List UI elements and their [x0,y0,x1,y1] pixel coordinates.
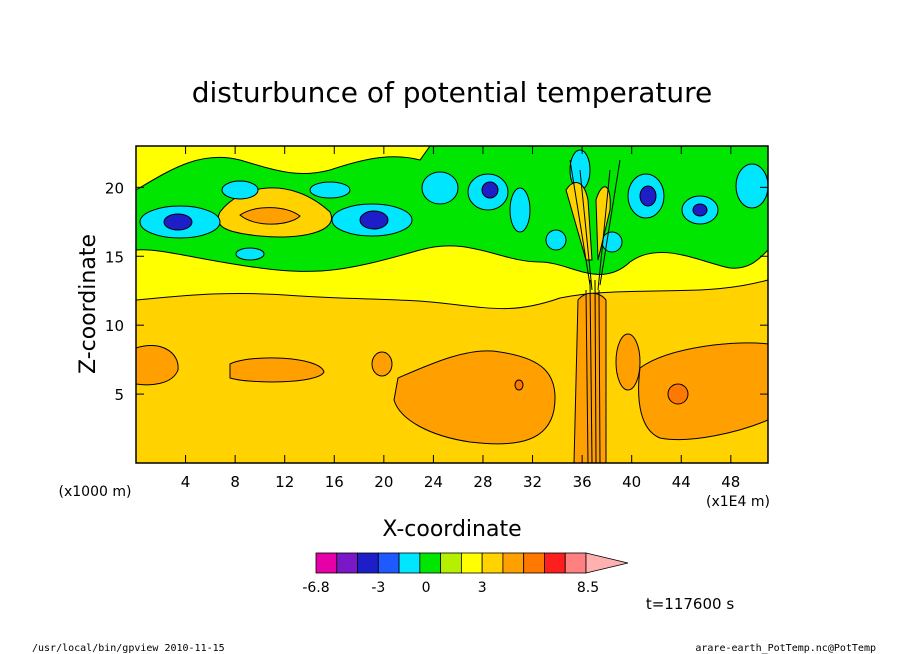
colorbar-ticks: -6.8 -3 0 3 8.5 [302,580,599,596]
y-axis-title: Z-coordinate [76,234,101,374]
colorbar-swatch [460,552,483,574]
x-tick-label: 8 [230,473,240,491]
x-tick-label: 36 [573,473,592,491]
colorbar-swatch [336,552,358,574]
colorbar-tick-label: 8.5 [577,580,599,596]
colorbar-swatch [419,552,442,574]
colorbar-tick-label: 3 [478,580,487,596]
time-label: t=117600 s [646,595,734,613]
x-tick-label: 48 [721,473,740,491]
y-tick-label: 15 [105,248,124,266]
x-axis-title: X-coordinate [382,517,521,542]
footer-right: arare-earth_PotTemp.nc@PotTemp [695,643,876,654]
region-top-patch [136,146,431,191]
colorbar-tick-label: -6.8 [302,580,329,596]
y-tick-label: 10 [105,317,124,335]
colorbar-swatch [564,552,587,574]
x-scale-note: (x1E4 m) [706,494,770,510]
x-axis: 4 8 12 16 20 24 28 32 36 40 44 48 [181,146,740,491]
colorbar-swatch [315,552,338,574]
x-tick-label: 40 [622,473,641,491]
colorbar-swatch [357,552,379,574]
x-tick-label: 16 [325,473,344,491]
colorbar-swatch [377,552,400,574]
x-tick-label: 44 [672,473,691,491]
y-tick-label: 5 [114,386,124,404]
colorbar-swatch [440,552,462,574]
colorbar-swatch [398,552,421,574]
y-axis: 5 10 15 20 [105,179,768,404]
colorbar-swatch [502,552,525,574]
chart-title: disturbunce of potential temperature [192,76,713,109]
colorbar-tick-label: 0 [422,580,431,596]
cold-cells [139,149,768,261]
x-tick-label: 4 [181,473,191,491]
plot-area [135,145,769,464]
x-tick-label: 20 [374,473,393,491]
colorbar [315,552,629,574]
x-tick-label: 12 [275,473,294,491]
colorbar-swatch [523,552,545,574]
y-tick-label: 20 [105,179,124,197]
x-tick-label: 24 [424,473,443,491]
plot-frame [135,145,769,464]
central-plume [569,159,621,463]
colorbar-arrow [585,552,629,574]
colorbar-tick-label: -3 [371,580,385,596]
x-unit-label: (x1000 m) [59,484,132,500]
contour-fills [136,146,768,463]
x-tick-label: 32 [523,473,542,491]
x-tick-label: 28 [473,473,492,491]
colorbar-swatch [481,552,504,574]
footer-left: /usr/local/bin/gpview 2010-11-15 [32,643,225,654]
colorbar-swatch [544,552,566,574]
warm-regions [136,333,768,445]
